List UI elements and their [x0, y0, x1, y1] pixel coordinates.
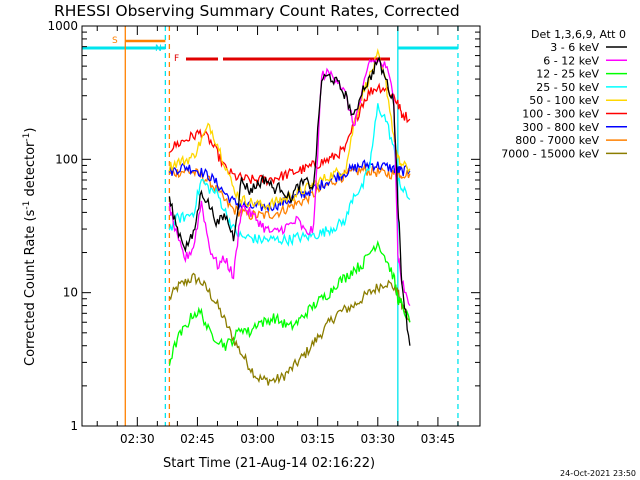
x-tick-label: 02:30: [120, 432, 155, 446]
series-line-6: [168, 159, 411, 213]
x-tick-label: 02:45: [180, 432, 215, 446]
legend-label: 100 - 300 keV: [522, 108, 599, 121]
legend-label: 3 - 6 keV: [550, 41, 599, 54]
legend-label: 50 - 100 keV: [529, 94, 599, 107]
series-line-3: [168, 103, 411, 247]
series-line-8: [168, 272, 411, 386]
x-axis-label: Start Time (21-Aug-14 02:16:22): [163, 456, 375, 471]
y-axis-label-sup2: -1: [22, 133, 32, 142]
series-line-1: [168, 58, 411, 306]
axes: 1 10 100 1000 02:30 02:45 03:00 03:15 03:30 03:45: [47, 19, 480, 446]
y-tick-label: 100: [55, 152, 78, 166]
plot-frame: [81, 25, 481, 427]
flag-label-s: S: [112, 36, 118, 46]
legend-header: Det 1,3,6,9, Att 0: [531, 28, 626, 41]
legend-label: 25 - 50 keV: [536, 81, 599, 94]
y-tick-label: 1000: [47, 19, 78, 33]
flag-label-n: N: [155, 44, 162, 54]
legend-label: 6 - 12 keV: [543, 54, 599, 67]
series-line-0: [168, 56, 411, 346]
x-tick-label: 03:30: [360, 432, 395, 446]
series-line-4: [168, 48, 411, 212]
legend-label: 12 - 25 keV: [536, 68, 599, 81]
y-axis-label-main: Corrected Count Rate (s: [23, 209, 38, 366]
x-tick-label: 03:45: [421, 432, 456, 446]
y-axis-label-mid: detector: [23, 141, 38, 201]
series-line-2: [168, 240, 411, 366]
legend-label: 300 - 800 keV: [522, 121, 599, 134]
legend-label: 800 - 7000 keV: [515, 134, 599, 147]
chart-title: RHESSI Observing Summary Count Rates, Co…: [54, 2, 460, 20]
y-axis-label-sup1: -1: [22, 201, 32, 210]
y-tick-label: 1: [70, 419, 78, 433]
x-tick-label: 03:00: [240, 432, 275, 446]
y-axis-label-end: ): [23, 128, 38, 133]
footer-date: 24-Oct-2021 23:50: [560, 469, 636, 478]
legend-label: 7000 - 15000 keV: [501, 147, 599, 160]
plot-area: S N F: [82, 26, 459, 426]
y-axis-label: Corrected Count Rate (s-1 detector-1): [22, 128, 38, 366]
x-tick-label: 03:15: [300, 432, 335, 446]
series-line-5: [169, 82, 411, 187]
flag-label-f: F: [174, 54, 179, 64]
y-tick-label: 10: [63, 286, 78, 300]
